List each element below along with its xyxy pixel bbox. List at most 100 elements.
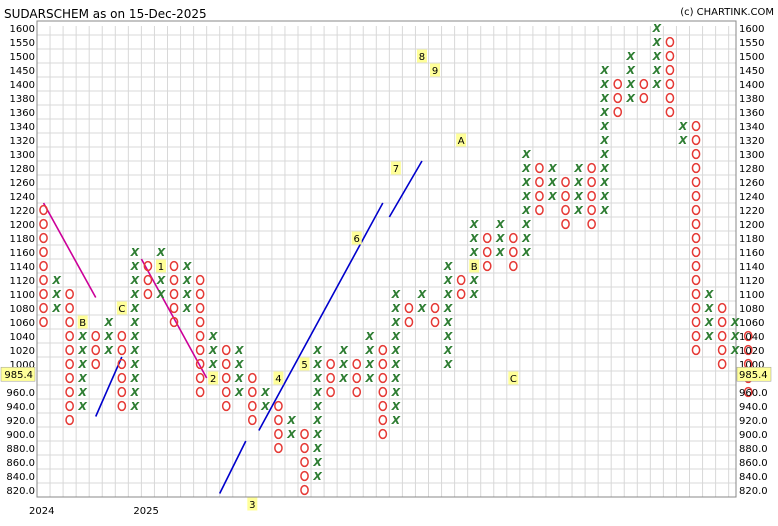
x-mark: X: [156, 288, 166, 301]
o-mark: [535, 190, 544, 202]
o-mark: [717, 344, 727, 356]
y-tick-label-left: 900.0: [6, 430, 35, 441]
plot-frame: [36, 20, 737, 498]
x-mark: X: [469, 274, 479, 287]
o-mark: [691, 316, 701, 328]
x-mark: X: [599, 134, 609, 147]
o-mark: [221, 386, 231, 398]
month-marker-box: [77, 315, 88, 329]
x-mark: X: [521, 176, 531, 189]
o-mark: [300, 484, 309, 496]
o-mark: [274, 400, 283, 412]
y-tick-label-left: 920.0: [6, 416, 35, 427]
o-mark: [404, 302, 414, 314]
y-tick-label-left: 1180: [10, 234, 35, 245]
o-mark: [587, 218, 596, 230]
x-mark: X: [391, 344, 401, 357]
y-tick-label-right: 1200: [739, 220, 764, 231]
x-mark: X: [365, 344, 375, 357]
o-mark: [300, 428, 309, 440]
x-mark: X: [234, 372, 244, 385]
x-mark: X: [469, 232, 479, 245]
y-tick-label-right: 1280: [739, 164, 764, 175]
y-tick-label-left: 1020: [10, 346, 35, 357]
y-tick-label-left: 1060: [10, 318, 35, 329]
x-mark: X: [443, 330, 453, 343]
o-mark: [535, 162, 544, 174]
y-tick-label-left: 960.0: [6, 388, 35, 399]
credit-label: (c) CHARTINK.COM: [680, 7, 774, 18]
o-mark: [117, 372, 127, 384]
o-mark: [300, 470, 309, 482]
x-mark: X: [599, 120, 609, 133]
month-marker-box: [247, 497, 258, 511]
x-mark: X: [391, 372, 401, 385]
o-mark: [665, 92, 675, 104]
x-mark: X: [547, 176, 557, 189]
o-mark: [430, 302, 440, 314]
o-mark: [691, 120, 701, 132]
last-price-label-left: 985.4: [4, 370, 33, 381]
x-mark: X: [521, 232, 531, 245]
o-mark: [665, 106, 675, 118]
x-mark: X: [573, 176, 583, 189]
month-marker-box: [416, 49, 427, 63]
x-mark: X: [599, 204, 609, 217]
y-tick-label-left: 1260: [10, 178, 35, 189]
o-mark: [221, 372, 231, 384]
x-mark: X: [652, 22, 662, 35]
month-marker-label: 8: [419, 52, 425, 63]
o-mark: [247, 414, 257, 426]
y-tick-label-right: 1120: [739, 276, 764, 287]
support-trendline: [94, 356, 123, 417]
o-mark: [143, 274, 153, 286]
o-mark: [587, 204, 596, 216]
x-mark: X: [495, 218, 505, 231]
x-mark: X: [234, 386, 244, 399]
x-mark: X: [626, 50, 636, 63]
x-mark: X: [730, 330, 740, 343]
o-mark: [691, 176, 701, 188]
y-tick-label-right: 840.0: [739, 472, 768, 483]
x-mark: X: [443, 288, 453, 301]
x-axis-label: 2025: [133, 506, 158, 517]
o-mark: [65, 414, 74, 426]
x-mark: X: [338, 372, 348, 385]
o-mark: [117, 386, 127, 398]
o-mark: [665, 36, 675, 48]
month-marker-box: [155, 259, 166, 273]
x-mark: X: [338, 344, 348, 357]
y-tick-label-right: 1080: [739, 304, 764, 315]
o-mark: [195, 386, 205, 398]
x-mark: X: [208, 358, 218, 371]
o-mark: [613, 92, 623, 104]
y-tick-label-left: 1040: [10, 332, 35, 343]
y-tick-label-right: 1140: [739, 262, 764, 273]
y-tick-label-left: 1100: [10, 290, 35, 301]
o-mark: [39, 302, 48, 314]
o-mark: [743, 386, 753, 398]
o-mark: [195, 330, 205, 342]
y-tick-label-right: 1240: [739, 192, 764, 203]
o-mark: [691, 190, 701, 202]
o-mark: [65, 358, 74, 370]
o-mark: [613, 78, 623, 90]
o-mark: [378, 414, 388, 426]
o-mark: [91, 358, 101, 370]
y-tick-label-right: 1320: [739, 136, 764, 147]
o-mark: [378, 400, 388, 412]
chart-title: SUDARSCHEM as on 15-Dec-2025: [4, 7, 207, 21]
month-marker-label: A: [458, 136, 465, 147]
y-tick-label-right: 900.0: [739, 430, 768, 441]
x-mark: X: [521, 204, 531, 217]
x-mark: X: [286, 414, 296, 427]
y-tick-label-right: 1060: [739, 318, 764, 329]
o-mark: [117, 330, 127, 342]
o-mark: [39, 218, 48, 230]
x-mark: X: [391, 400, 401, 413]
o-mark: [717, 330, 727, 342]
x-mark: X: [51, 288, 61, 301]
o-mark: [169, 274, 179, 286]
month-marker-label: B: [471, 262, 478, 273]
y-tick-label-left: 1380: [10, 94, 35, 105]
